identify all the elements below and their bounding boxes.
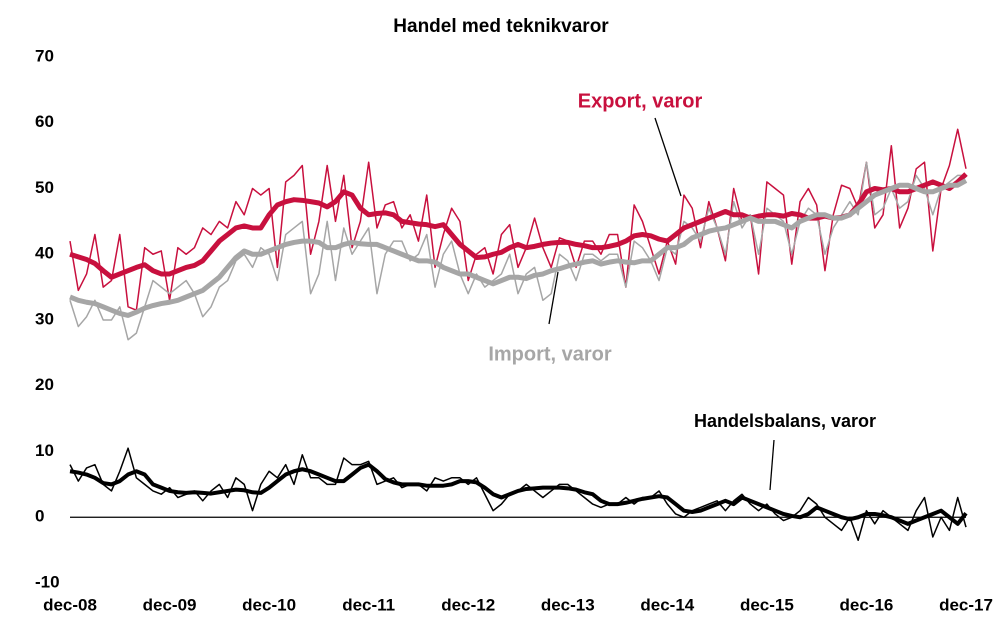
trend-line — [69, 178, 968, 318]
chart-title: Handel med teknikvaror — [393, 16, 609, 37]
trend-line — [69, 172, 968, 280]
balance-label: Handelsbalans, varor — [694, 411, 876, 431]
balance-pointer — [769, 439, 775, 491]
x-tick-label: dec-10 — [242, 595, 296, 614]
x-tick-label: dec-12 — [441, 595, 495, 614]
y-tick-label: -10 — [35, 572, 60, 591]
x-tick-label: dec-09 — [143, 595, 197, 614]
x-tick-label: dec-11 — [342, 595, 395, 614]
x-tick-label: dec-13 — [541, 595, 595, 614]
x-tick-label: dec-14 — [640, 595, 694, 614]
trend-line — [69, 462, 968, 526]
raw-line — [69, 128, 967, 311]
y-tick-label: 40 — [35, 244, 54, 263]
y-tick-label: 70 — [35, 46, 54, 65]
import-label: Import, varor — [488, 343, 612, 365]
y-tick-label: 0 — [35, 507, 44, 526]
y-tick-label: 20 — [35, 375, 54, 394]
x-tick-label: dec-15 — [740, 595, 794, 614]
export-label: Export, varor — [578, 90, 703, 112]
export-pointer — [654, 117, 682, 197]
x-tick-label: dec-16 — [840, 595, 894, 614]
x-tick-label: dec-17 — [939, 595, 993, 614]
y-tick-label: 30 — [35, 309, 54, 328]
y-tick-label: 60 — [35, 112, 54, 131]
import-pointer — [548, 271, 559, 325]
y-tick-label: 50 — [35, 178, 54, 197]
x-tick-label: dec-08 — [43, 595, 97, 614]
y-tick-label: 10 — [35, 441, 54, 460]
